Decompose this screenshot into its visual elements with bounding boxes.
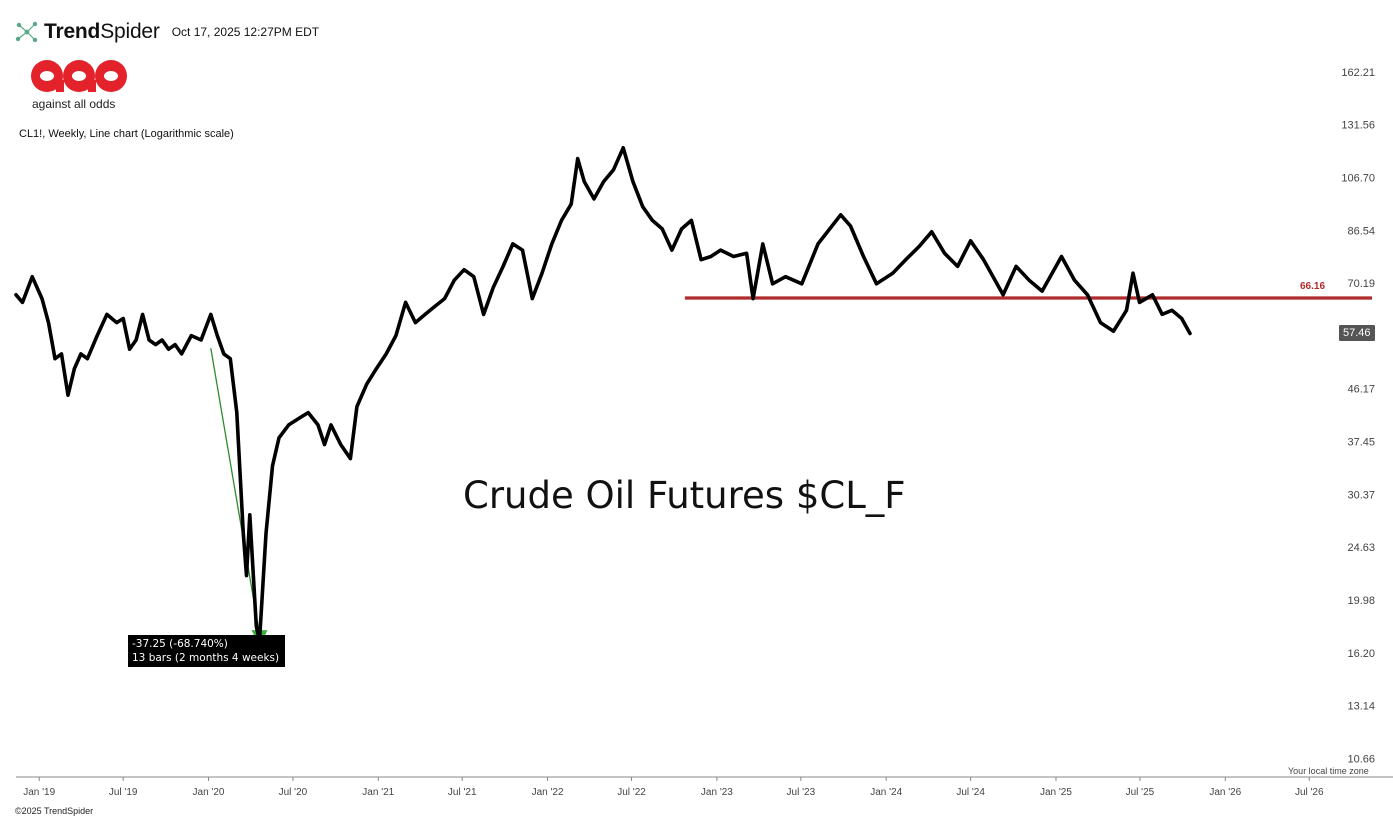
- x-tick-label: Jan '20: [193, 787, 225, 798]
- y-tick-label: 131.56: [1341, 120, 1375, 132]
- brand-name: TrendSpider: [44, 20, 160, 43]
- x-tick-label: Jul '26: [1295, 787, 1324, 798]
- y-tick-label: 46.17: [1347, 384, 1375, 396]
- y-tick-label: 13.14: [1347, 701, 1375, 713]
- measure-change: -37.25 (-68.740%): [132, 638, 228, 650]
- last-price-tag: 57.46: [1339, 324, 1375, 341]
- x-tick-label: Jul '22: [617, 787, 646, 798]
- y-tick-label: 10.66: [1347, 753, 1375, 765]
- y-axis: 162.21 131.56 106.70 86.54 70.19 57.46 46.17 37…: [1341, 67, 1375, 766]
- y-tick-label: 30.37: [1347, 489, 1375, 501]
- chart-description: CL1!, Weekly, Line chart (Logarithmic sc…: [19, 128, 234, 140]
- y-tick-label: 86.54: [1347, 225, 1375, 237]
- y-tick-label: 37.45: [1347, 436, 1375, 448]
- x-tick-label: Jan '21: [362, 787, 394, 798]
- series-layer: [14, 146, 1192, 643]
- x-tick-label: Jul '19: [109, 787, 138, 798]
- x-tick-label: Jul '20: [279, 787, 308, 798]
- x-tick-label: Jan '25: [1040, 787, 1072, 798]
- x-tick-label: Jan '22: [532, 787, 564, 798]
- timestamp: Oct 17, 2025 12:27PM EDT: [171, 25, 320, 39]
- measure-layer: [210, 348, 268, 647]
- x-tick-label: Jul '21: [448, 787, 477, 798]
- price-line[interactable]: [14, 146, 1192, 643]
- measure-line[interactable]: [210, 348, 261, 635]
- trendspider-logo-icon: [15, 21, 38, 43]
- measure-tooltip: -37.25 (-68.740%) 13 bars (2 months 4 we…: [128, 635, 285, 667]
- y-tick-label: 19.98: [1347, 595, 1375, 607]
- x-tick-label: Jul '25: [1126, 787, 1155, 798]
- chart-overlay-title: Crude Oil Futures $CL_F: [463, 474, 906, 517]
- x-tick-label: Jan '23: [701, 787, 733, 798]
- y-tick-label: 16.20: [1347, 648, 1375, 660]
- y-tick-label: 162.21: [1341, 67, 1375, 79]
- timezone-label[interactable]: Your local time zone: [1288, 766, 1369, 776]
- x-tick-label: Jul '23: [787, 787, 816, 798]
- y-tick-label: 24.63: [1347, 542, 1375, 554]
- header: TrendSpider Oct 17, 2025 12:27PM EDT: [14, 18, 319, 46]
- x-tick-label: Jan '19: [23, 787, 55, 798]
- copyright: ©2025 TrendSpider: [15, 806, 94, 816]
- aao-logo-icon: [31, 60, 127, 92]
- logo-tagline: against all odds: [32, 97, 116, 111]
- x-tick-label: Jan '24: [870, 787, 902, 798]
- x-tick-label: Jul '24: [956, 787, 985, 798]
- aao-logo: [30, 58, 128, 99]
- measure-duration: 13 bars (2 months 4 weeks): [132, 652, 280, 664]
- x-tick-label: Jan '26: [1209, 787, 1241, 798]
- x-axis: Jan '19 Jul '19 Jan '20 Jul '20 Jan '21 Jul '…: [23, 777, 1324, 798]
- level-label: 66.16: [1300, 280, 1326, 292]
- y-tick-label: 106.70: [1341, 172, 1375, 184]
- y-tick-label: 70.19: [1347, 278, 1375, 290]
